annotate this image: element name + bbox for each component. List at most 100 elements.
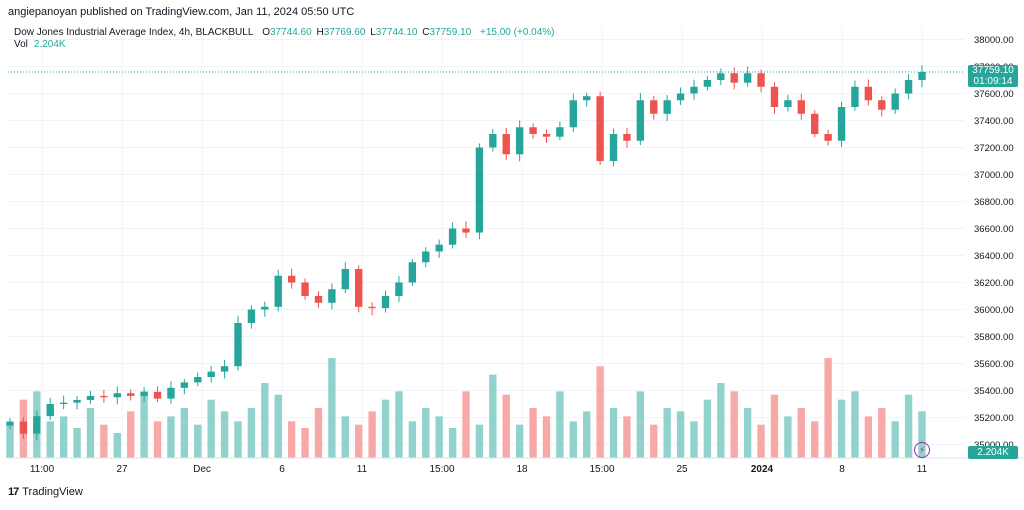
candle-body [797, 100, 805, 114]
candle-body [6, 421, 14, 426]
volume-bar [153, 421, 162, 458]
candle-body [784, 100, 792, 107]
candle-body [33, 416, 41, 434]
volume-bar [46, 421, 54, 458]
candle-body [368, 306, 376, 309]
time-tick-label: 11 [357, 464, 368, 475]
volume-bar [435, 416, 443, 458]
price-tick-label: 36400.00 [974, 251, 1014, 262]
volume-bar [690, 421, 698, 458]
time-axis: 11:00 27 Dec 6 11 15:00 18 15:00 25 2024 8 11 [30, 464, 928, 475]
candle-body [234, 323, 242, 367]
candle-body [918, 72, 926, 80]
volume-bar [140, 391, 148, 458]
price-tick-label: 36800.00 [974, 197, 1014, 208]
candle-body [194, 377, 202, 383]
volume-bar [207, 399, 215, 458]
candle-body [395, 282, 403, 296]
volume-bar [515, 424, 524, 458]
volume-bar [73, 428, 81, 458]
candle-body [690, 86, 698, 94]
volume-bar [247, 408, 256, 458]
volume-bar [381, 399, 390, 458]
candle-body [851, 86, 859, 107]
volume-bar [355, 424, 363, 458]
candle-body [596, 96, 604, 161]
candle-body [113, 393, 121, 398]
price-tick-label: 35200.00 [974, 413, 1014, 424]
volume-bar [180, 408, 189, 458]
candle-body [502, 134, 510, 155]
price-tick-label: 37600.00 [974, 89, 1014, 100]
volume-bar [891, 421, 899, 458]
volume-bars [6, 358, 926, 458]
volume-bar [837, 399, 846, 458]
volume-bar [287, 421, 296, 458]
last-price-value: 37759.10 [972, 65, 1014, 76]
volume-bar [448, 428, 457, 458]
candle-body [489, 134, 497, 148]
close-value: 37759.10 [429, 27, 472, 38]
volume-bar [502, 394, 510, 458]
candle-body [127, 393, 135, 396]
ohlc-legend: Dow Jones Industrial Average Index, 4h, … [14, 26, 555, 39]
published-line: angiepanoyan published on TradingView.co… [8, 6, 355, 18]
candle-body [891, 93, 899, 110]
volume-bar [194, 424, 202, 458]
candle-body [837, 107, 846, 141]
price-tick-label: 36000.00 [974, 305, 1014, 316]
candle-body [100, 395, 108, 398]
volume-bar [368, 411, 376, 458]
volume-bar [86, 408, 95, 458]
price-tick-label: 36200.00 [974, 278, 1014, 289]
candle-body [878, 100, 886, 110]
candle-body [743, 73, 752, 83]
time-tick-label: 18 [516, 464, 528, 475]
time-tick-label: 2024 [751, 464, 774, 475]
candle-body [904, 80, 913, 94]
candle-body [328, 289, 336, 303]
price-tick-label: 37000.00 [974, 170, 1014, 181]
candle-body [167, 387, 175, 399]
grid-lines [8, 26, 964, 458]
volume-bar [596, 366, 604, 458]
volume-bar [328, 358, 336, 458]
candle-body [274, 275, 282, 307]
high-value: 37769.60 [323, 27, 366, 38]
volume-bar [623, 416, 631, 458]
candle-body [408, 262, 417, 283]
volume-bar [757, 424, 765, 458]
volume-bar [274, 394, 282, 458]
price-tick-label: 35400.00 [974, 386, 1014, 397]
volume-bar [811, 421, 819, 458]
volume-bar [529, 408, 537, 458]
lightning-icon[interactable]: ⚡ [914, 442, 930, 458]
volume-bar [609, 408, 618, 458]
volume-bar [220, 411, 229, 458]
price-tick-label: 35800.00 [974, 332, 1014, 343]
low-value: 37744.10 [375, 27, 418, 38]
candle-body [475, 147, 484, 233]
volume-bar [314, 408, 323, 458]
symbol-title: Dow Jones Industrial Average Index, 4h, … [14, 27, 254, 38]
candle-body [515, 127, 524, 155]
low-label: L [370, 27, 376, 38]
candle-body [529, 127, 537, 134]
candle-body [341, 269, 349, 290]
time-tick-label: 15:00 [589, 464, 614, 475]
candle-body [381, 296, 390, 309]
volume-bar [770, 394, 779, 458]
volume-bar [408, 421, 417, 458]
brand-name: TradingView [22, 486, 83, 498]
candle-body [636, 100, 645, 141]
candle-body [19, 421, 28, 434]
volume-bar [462, 391, 470, 458]
candlesticks [6, 65, 926, 441]
volume-bar [636, 391, 645, 458]
candle-body [247, 309, 256, 323]
last-price-tag: 37759.10 01:09:14 [968, 65, 1018, 87]
volume-bar [475, 424, 484, 458]
bar-countdown: 01:09:14 [973, 76, 1013, 87]
